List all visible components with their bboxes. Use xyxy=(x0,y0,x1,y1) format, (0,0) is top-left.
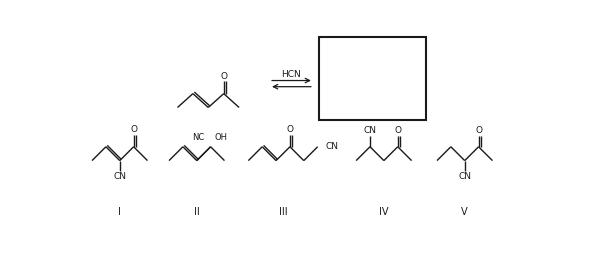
Text: I: I xyxy=(118,207,121,217)
Text: O: O xyxy=(220,72,227,81)
Text: CN: CN xyxy=(363,126,376,135)
Text: IV: IV xyxy=(379,207,389,217)
Text: NC: NC xyxy=(192,133,204,142)
Text: O: O xyxy=(286,125,293,134)
Text: O: O xyxy=(130,125,137,134)
Text: CN: CN xyxy=(458,172,471,181)
Bar xyxy=(319,37,426,120)
Text: CN: CN xyxy=(113,172,126,181)
Text: V: V xyxy=(461,207,468,217)
Text: OH: OH xyxy=(214,133,227,142)
Text: II: II xyxy=(194,207,200,217)
Text: O: O xyxy=(394,126,401,135)
Text: HCN: HCN xyxy=(282,70,302,79)
Text: O: O xyxy=(475,126,482,135)
Text: III: III xyxy=(279,207,287,217)
Text: CN: CN xyxy=(325,142,338,151)
